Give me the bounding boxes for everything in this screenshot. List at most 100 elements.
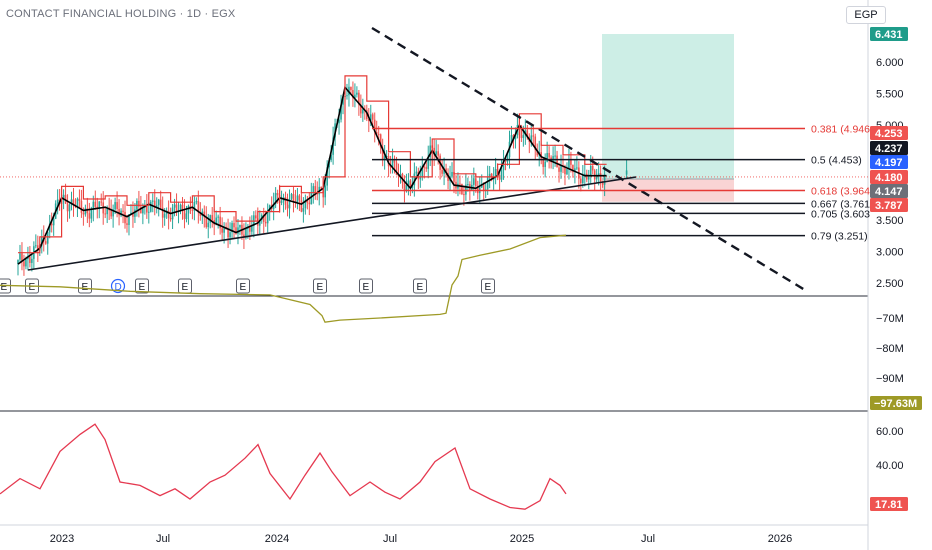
svg-text:E: E [182, 282, 189, 293]
target-zone[interactable] [602, 34, 734, 180]
candle-body [302, 208, 305, 212]
candle-body [116, 202, 118, 209]
ascending-trendline[interactable] [27, 176, 637, 271]
candle-body [86, 208, 89, 214]
candle-body [548, 153, 550, 158]
candle-body [17, 259, 19, 265]
earnings-marker[interactable]: E [236, 278, 250, 294]
candle-body [358, 92, 360, 105]
price-tick-label: 6.000 [876, 57, 904, 69]
earnings-marker[interactable]: E [78, 278, 92, 294]
candle-body [475, 178, 477, 186]
earnings-marker[interactable]: E [178, 278, 192, 294]
candle-body [68, 204, 71, 212]
candle-body [377, 133, 380, 135]
candle-body [461, 183, 463, 195]
svg-text:4.253: 4.253 [875, 128, 903, 140]
svg-text:3.787: 3.787 [875, 200, 903, 212]
candle-body [120, 210, 122, 216]
candle-body [140, 206, 142, 214]
time-axis[interactable]: 2023 Jul 2024 Jul 2025 Jul 2026 [50, 533, 792, 545]
fib-retracement[interactable]: 0.381 (4.946 0.5 (4.453) 0.618 (3.9640.667… [372, 124, 870, 243]
candle-body [209, 215, 212, 223]
candle-body [580, 178, 582, 184]
candle-body [106, 207, 108, 215]
candle-body [407, 180, 410, 186]
svg-text:4.237: 4.237 [875, 143, 903, 155]
candle-body [292, 194, 295, 202]
candle-body [217, 216, 219, 218]
candle-body [167, 210, 170, 219]
candle-body [25, 259, 27, 267]
candle-body [367, 119, 370, 121]
candle-body [44, 241, 47, 244]
obv-axis: −70M −80M −90M −97.63M [870, 313, 922, 410]
svg-text:E: E [82, 282, 89, 293]
candle-body [584, 173, 586, 176]
svg-text:E: E [1, 282, 8, 293]
candle-body [110, 210, 112, 217]
candle-body [98, 201, 101, 210]
candle-body [249, 226, 251, 232]
fib-level-label: 0.79 (3.251) [811, 231, 868, 243]
candle-body [500, 170, 503, 180]
candle-body [346, 95, 348, 97]
candle-body [80, 200, 83, 213]
time-tick-label: 2024 [265, 533, 289, 545]
candle-body [599, 173, 602, 182]
candle-body [62, 194, 65, 199]
earnings-marker[interactable]: E [135, 278, 149, 294]
candle-body [308, 202, 311, 205]
candle-body [625, 170, 628, 175]
candle-body [124, 211, 126, 224]
candle-body [574, 168, 576, 173]
svg-text:17.81: 17.81 [875, 499, 903, 511]
svg-text:−97.63M: −97.63M [874, 398, 917, 410]
candle-body [413, 173, 416, 186]
svg-text:E: E [240, 282, 247, 293]
candle-body [443, 168, 445, 174]
candle-body [50, 223, 53, 226]
candle-body [280, 201, 283, 203]
candle-body [207, 222, 210, 228]
candle-body [415, 171, 418, 174]
candle-body [153, 200, 156, 208]
candle-body [463, 194, 465, 196]
candle-body [530, 135, 533, 142]
candle-body [459, 183, 461, 185]
candle-body [19, 253, 21, 260]
earnings-marker[interactable]: E [313, 278, 327, 294]
dividend-marker[interactable]: D [110, 278, 126, 294]
candle-body [181, 204, 184, 211]
candle-body [395, 162, 398, 175]
candle-body [148, 211, 150, 213]
earnings-marker[interactable]: E [481, 278, 495, 294]
currency-button[interactable]: EGP [846, 6, 886, 24]
candle-body [427, 156, 430, 169]
candle-body [542, 158, 544, 167]
candle-body [379, 134, 382, 148]
candle-body [476, 185, 479, 194]
candle-body [219, 216, 221, 229]
candle-body [522, 135, 525, 138]
svg-text:4.147: 4.147 [875, 186, 903, 198]
candle-body [88, 213, 91, 219]
time-tick-label: Jul [641, 533, 655, 545]
candle-body [467, 184, 469, 186]
candle-body [375, 132, 378, 134]
candle-body [272, 203, 275, 209]
descending-trendline[interactable] [371, 26, 806, 292]
candle-body [429, 145, 432, 157]
candle-body [229, 232, 231, 238]
candle-body [445, 168, 447, 173]
svg-text:4.197: 4.197 [875, 157, 903, 169]
price-tick-label: 3.000 [876, 246, 904, 258]
candle-body [389, 166, 392, 168]
earnings-marker[interactable]: E [359, 278, 373, 294]
candle-body [312, 186, 315, 194]
candle-body [72, 199, 75, 206]
obv-last-value-tag: −97.63M [870, 396, 922, 410]
earnings-marker[interactable]: E [413, 278, 427, 294]
candle-body [558, 167, 560, 172]
